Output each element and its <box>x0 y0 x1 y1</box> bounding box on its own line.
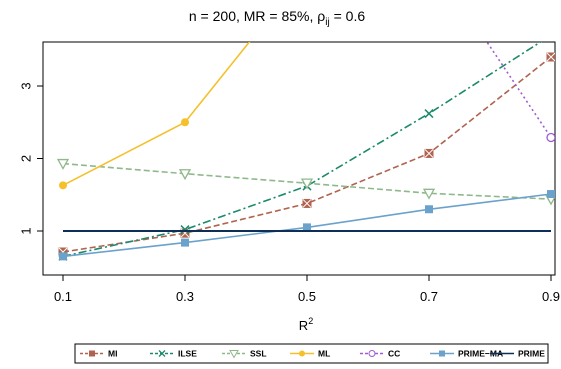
legend-label: PRIME−MA <box>458 349 503 359</box>
series-line-ilse <box>62 42 543 258</box>
data-point-mi <box>424 148 434 158</box>
x-tick-label: 0.1 <box>54 289 72 304</box>
series-layer <box>56 31 555 261</box>
series-mi <box>58 52 555 257</box>
legend: MI ILSE SSL ML CC PRIME−MA PRIME <box>74 343 549 364</box>
y-tick-label: 1 <box>18 227 33 234</box>
data-point-ml <box>181 118 189 127</box>
plot-frame <box>42 41 556 276</box>
x-tick-label: 0.9 <box>542 289 560 304</box>
x-tick-label: 0.3 <box>176 289 194 304</box>
legend-label: PRIME <box>518 349 545 359</box>
series-prime-ma <box>59 190 555 261</box>
y-tick-label: 3 <box>18 82 33 89</box>
legend-item-ilse: ILSE <box>150 349 197 359</box>
series-ssl <box>56 158 555 206</box>
legend-item-prime: PRIME <box>490 349 545 359</box>
data-point-ml <box>59 181 67 190</box>
legend-item-mi: MI <box>80 349 117 359</box>
legend-label: ILSE <box>178 349 197 359</box>
data-point-prime-ma <box>181 238 189 247</box>
legend-item-cc: CC <box>360 349 400 359</box>
data-point-ilse <box>547 31 555 39</box>
chart-title: n = 200, MR = 85%, ρij = 0.6 <box>189 8 365 28</box>
x-tick-label: 0.5 <box>298 289 316 304</box>
y-tick-label: 2 <box>18 155 33 162</box>
legend-item-prime-ma: PRIME−MA <box>430 349 503 359</box>
x-axis-label: R2 <box>299 316 313 333</box>
data-point-ilse <box>424 109 434 119</box>
data-point-prime-ma <box>303 223 311 232</box>
y-axis: 1 2 3 <box>18 82 44 235</box>
data-point-prime-ma <box>59 252 67 261</box>
series-line-ml <box>62 42 251 187</box>
data-point-mi <box>546 52 555 62</box>
series-line-mi <box>62 56 552 253</box>
legend-label: CC <box>388 349 400 359</box>
data-point-prime-ma <box>547 190 555 199</box>
legend-label: MI <box>108 349 117 359</box>
data-point-ssl <box>178 169 192 181</box>
legend-label: SSL <box>250 349 267 359</box>
data-point-ssl <box>56 158 70 170</box>
x-tick-label: 0.7 <box>420 289 438 304</box>
data-point-cc <box>546 132 555 143</box>
data-point-ilse <box>180 225 190 235</box>
data-point-mi <box>302 198 312 208</box>
x-axis: 0.1 0.3 0.5 0.7 0.9 <box>54 274 560 304</box>
legend-item-ssl: SSL <box>222 349 267 359</box>
data-point-ssl <box>300 178 314 190</box>
series-line-cc <box>486 42 552 138</box>
data-point-prime-ma <box>425 205 433 214</box>
series-cc <box>486 42 555 143</box>
data-point-ssl <box>422 188 436 200</box>
legend-item-ml: ML <box>290 349 330 359</box>
legend-label: ML <box>318 349 330 359</box>
series-ml <box>59 42 251 190</box>
